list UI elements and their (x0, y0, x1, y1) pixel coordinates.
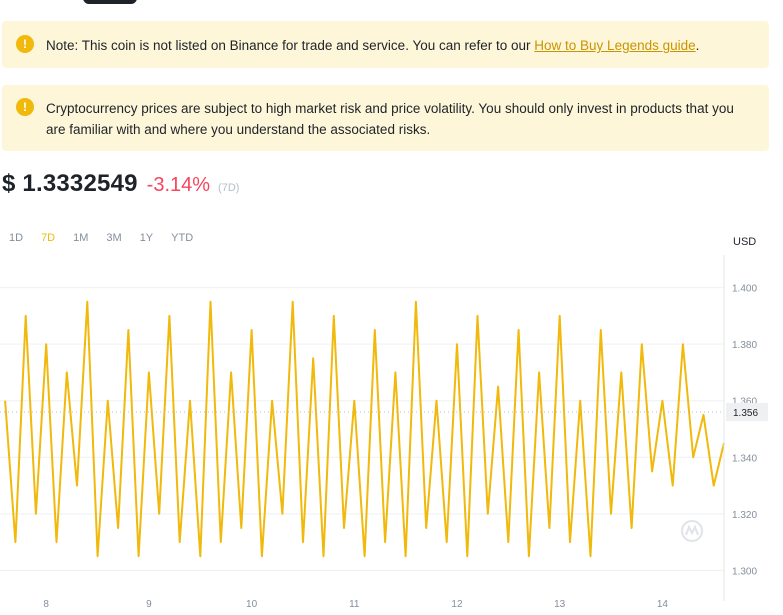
how-to-buy-link[interactable]: How to Buy Legends guide (534, 38, 696, 53)
currency-label: USD (733, 236, 757, 248)
change-period: (7D) (218, 182, 240, 194)
x-tick-label: 13 (554, 599, 566, 610)
listing-notice-body: Note: This coin is not listed on Binance… (46, 38, 535, 53)
x-tick-label: 12 (451, 599, 463, 610)
risk-notice-text: Cryptocurrency prices are subject to hig… (46, 101, 734, 137)
range-3m[interactable]: 3M (106, 232, 122, 244)
y-tick-label: 1.340 (732, 453, 757, 464)
listing-notice-suffix: . (695, 38, 700, 53)
price-series-line (4, 300, 725, 558)
chart-watermark-icon (681, 520, 703, 542)
y-tick-label: 1.320 (732, 510, 757, 521)
warning-icon: ! (16, 98, 34, 116)
range-1m[interactable]: 1M (73, 232, 89, 244)
range-1d[interactable]: 1D (9, 232, 24, 244)
listing-notice: ! Note: This coin is not listed on Binan… (2, 21, 769, 68)
x-tick-label: 14 (657, 599, 669, 610)
range-ytd[interactable]: YTD (171, 232, 194, 244)
warning-icon: ! (16, 35, 34, 53)
x-tick-label: 10 (246, 599, 258, 610)
current-price-tag (726, 403, 768, 422)
x-tick-label: 11 (349, 599, 360, 610)
price-change: -3.14% (146, 174, 211, 196)
y-tick-label: 1.400 (732, 284, 757, 295)
current-price: $ 1.3332549 (2, 170, 138, 197)
time-range-selector: 1D 7D 1M 3M 1Y YTD (9, 232, 211, 244)
y-tick-label: 1.300 (732, 566, 757, 577)
range-1y[interactable]: 1Y (139, 232, 154, 244)
price-chart[interactable]: 1.400 1.380 1.360 1.340 1.320 1.300 8 9 10 11 12 13… (0, 255, 783, 615)
listing-notice-text: Note: This coin is not listed on Binance… (46, 35, 699, 56)
x-tick-label: 9 (146, 599, 152, 610)
page-title-fragment (83, 0, 137, 4)
y-tick-label: 1.360 (732, 397, 757, 408)
risk-notice: ! Cryptocurrency prices are subject to h… (2, 85, 769, 151)
x-tick-label: 8 (43, 599, 49, 610)
y-tick-label: 1.380 (732, 340, 757, 351)
current-price-label: 1.356 (733, 408, 758, 419)
price-summary: $ 1.3332549 -3.14% (7D) (2, 170, 239, 198)
range-7d[interactable]: 7D (41, 232, 56, 244)
